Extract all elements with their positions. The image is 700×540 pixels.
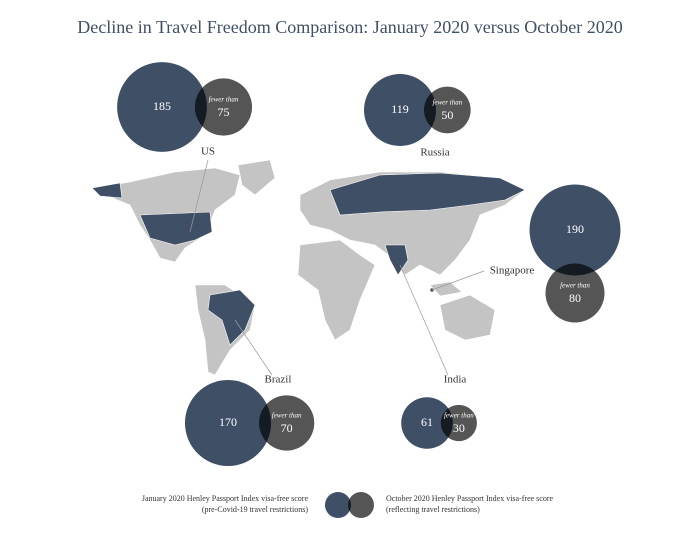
country-label: Brazil [265,374,292,386]
country-label: Singapore [490,265,535,277]
jan-value: 170 [219,415,237,429]
jan-bubble [401,397,453,449]
legend-label: October 2020 Henley Passport Index visa-… [386,494,554,503]
jan-bubble [117,62,207,152]
jan-value: 61 [421,415,433,429]
legend-oct [348,492,374,518]
legend-note: (pre-Covid-19 travel restrictions) [202,505,309,514]
oct-value: 80 [569,291,581,305]
legend-label: January 2020 Henley Passport Index visa-… [142,494,309,503]
jan-value: 190 [566,222,584,236]
fewer-label: fewer than [432,99,462,107]
oct-value: 70 [281,421,293,435]
country-label: Russia [420,147,449,159]
legend-jan [325,492,351,518]
fewer-label: fewer than [272,412,302,420]
fewer-label: fewer than [209,96,239,104]
fewer-label: fewer than [444,412,474,420]
chart-title: Decline in Travel Freedom Comparison: Ja… [77,17,622,37]
world-map [91,159,526,376]
oct-value: 30 [453,421,465,435]
oct-value: 75 [217,105,229,119]
oct-bubble [194,78,253,136]
jan-bubble [364,74,436,146]
jan-bubble [184,379,272,467]
oct-bubble [440,404,477,442]
oct-bubble [423,86,471,134]
country-label: India [444,374,467,386]
oct-bubble [545,263,605,323]
oct-bubble [259,395,315,451]
fewer-label: fewer than [560,282,590,290]
jan-value: 119 [391,102,409,116]
legend-note: (reflecting travel restrictions) [386,505,480,514]
oct-value: 50 [441,108,453,122]
country-label: US [201,146,215,158]
jan-bubble [529,184,621,276]
jan-value: 185 [153,99,171,113]
